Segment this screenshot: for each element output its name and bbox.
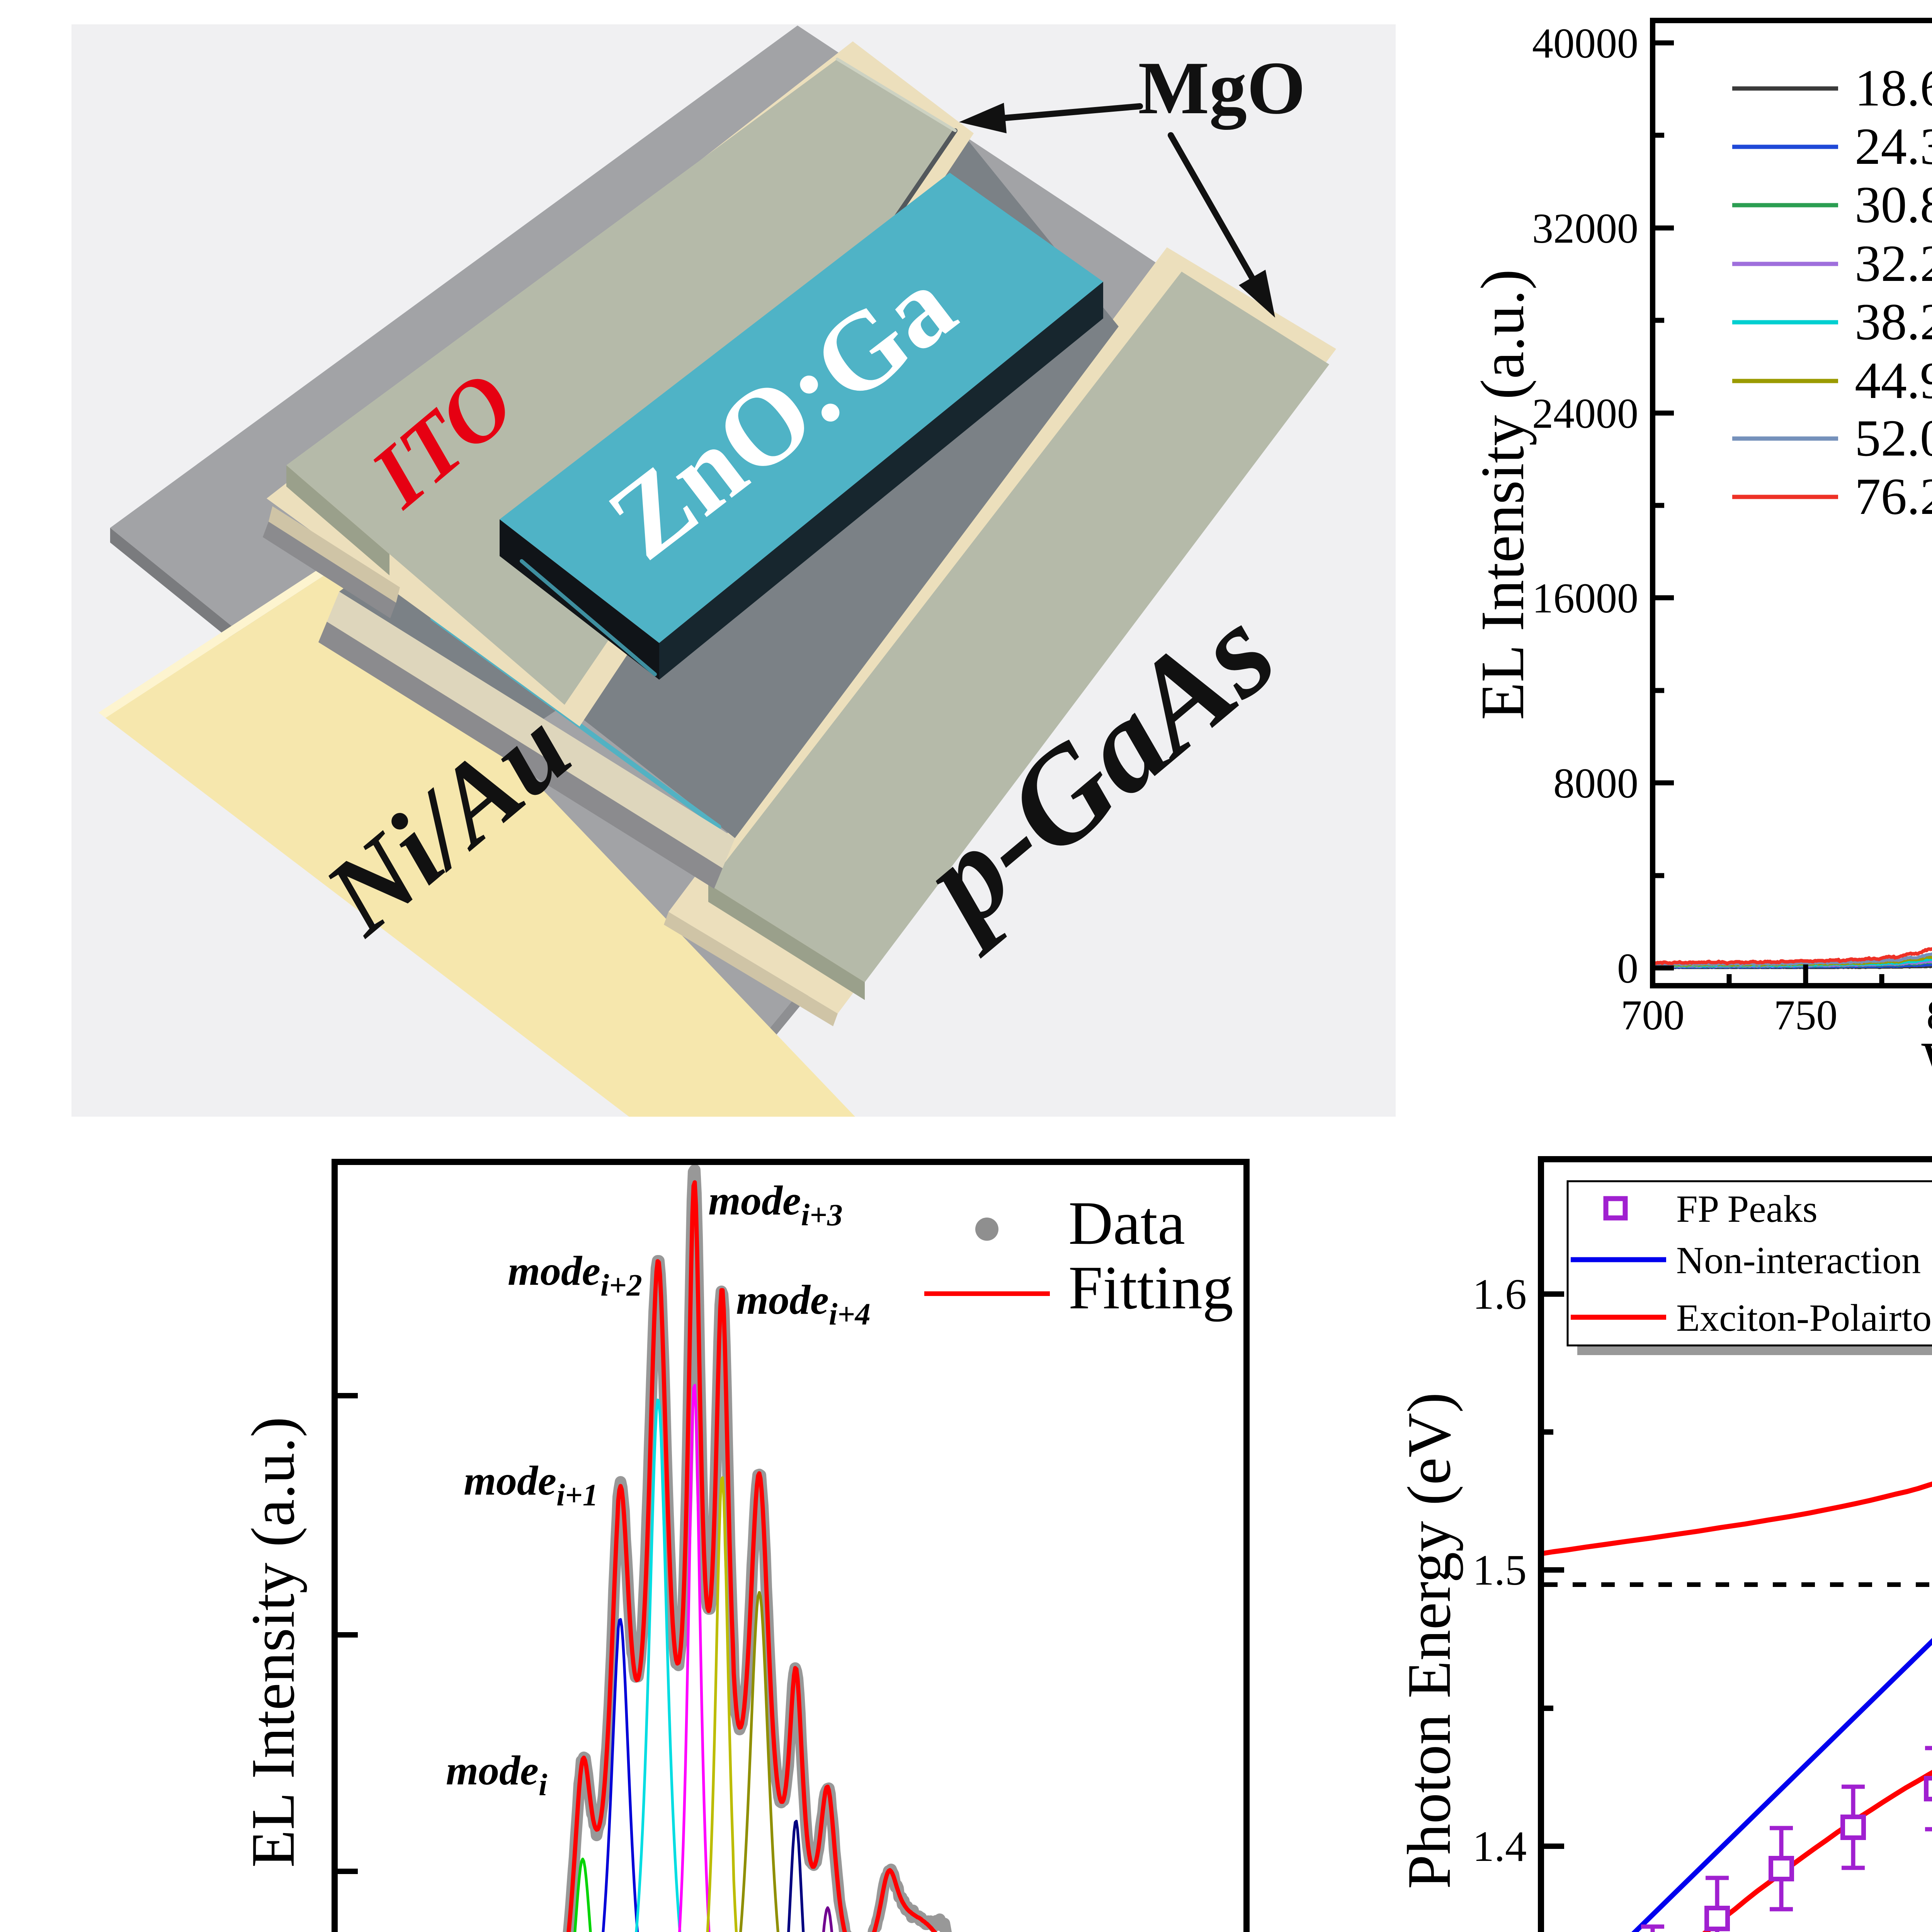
svg-text:EL Intensity (a.u.): EL Intensity (a.u.) <box>1468 269 1537 720</box>
svg-text:Wavelength (nm): Wavelength (nm) <box>1921 1029 1932 1098</box>
svg-text:76.2 mA: 76.2 mA <box>1855 468 1932 526</box>
svg-text:FP Peaks: FP Peaks <box>1676 1187 1818 1230</box>
svg-text:16000: 16000 <box>1532 575 1638 622</box>
svg-text:Fitting: Fitting <box>1068 1253 1233 1322</box>
svg-text:8000: 8000 <box>1553 760 1638 807</box>
svg-text:Exciton-Polairton: Exciton-Polairton <box>1676 1296 1932 1339</box>
svg-text:44.9 mA: 44.9 mA <box>1855 352 1932 410</box>
svg-text:700: 700 <box>1621 992 1685 1039</box>
svg-text:52.0 mA: 52.0 mA <box>1855 410 1932 467</box>
svg-text:1.4: 1.4 <box>1473 1823 1527 1871</box>
svg-text:1.5: 1.5 <box>1473 1546 1527 1594</box>
svg-text:EL Intensity (a.u.): EL Intensity (a.u.) <box>238 1417 307 1867</box>
svg-text:Photon Energy (eV): Photon Energy (eV) <box>1395 1392 1463 1889</box>
svg-text:750: 750 <box>1774 992 1838 1039</box>
svg-text:Non-interaction: Non-interaction <box>1676 1239 1921 1282</box>
svg-text:38.2 mA: 38.2 mA <box>1855 293 1932 351</box>
svg-text:1.6: 1.6 <box>1473 1270 1527 1318</box>
svg-text:0: 0 <box>1617 945 1638 992</box>
svg-text:Data: Data <box>1068 1189 1185 1257</box>
svg-text:32000: 32000 <box>1532 205 1638 252</box>
svg-text:MgO: MgO <box>1138 46 1305 130</box>
svg-text:30.8 mA: 30.8 mA <box>1855 176 1932 234</box>
svg-text:40000: 40000 <box>1532 20 1638 67</box>
svg-text:24.3 mA: 24.3 mA <box>1855 118 1932 175</box>
svg-text:800: 800 <box>1927 992 1932 1039</box>
svg-text:modei: modei <box>446 1748 547 1802</box>
svg-text:32.2 mA: 32.2 mA <box>1855 235 1932 293</box>
svg-text:24000: 24000 <box>1532 390 1638 437</box>
svg-text:18.6 mA: 18.6 mA <box>1855 60 1932 117</box>
svg-text:modei+2: modei+2 <box>508 1248 642 1303</box>
